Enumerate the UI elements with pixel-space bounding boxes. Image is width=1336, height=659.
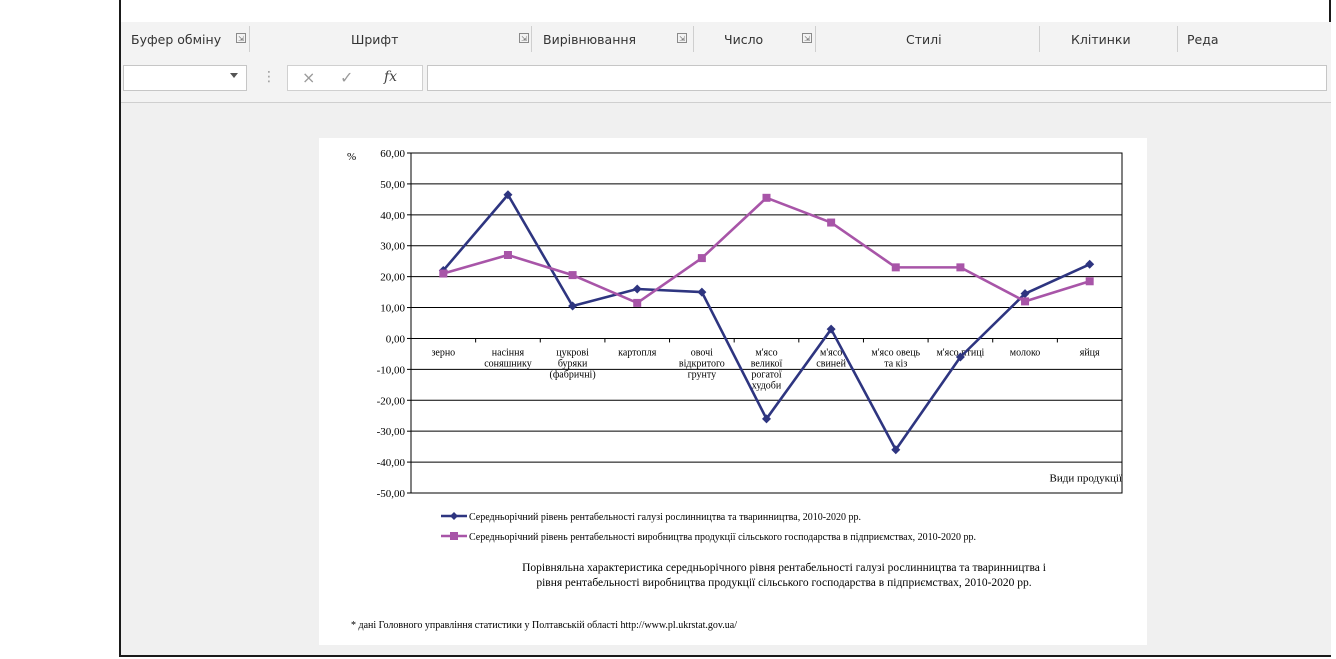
data-point-square bbox=[1021, 297, 1030, 306]
chart-footnote: * дані Головного управління статистики у… bbox=[351, 620, 737, 631]
worksheet-area[interactable]: 60,00 50,00 40,00 30,00 20,00 10,00 0,00 -10,00… bbox=[121, 103, 1331, 655]
data-point-square bbox=[762, 193, 771, 202]
x-tick-label: відкритого bbox=[679, 358, 725, 369]
data-point-diamond bbox=[632, 284, 642, 294]
x-tick-label: (фабричні) bbox=[549, 369, 595, 380]
y-tick-label: -20,00 bbox=[377, 395, 406, 407]
x-tick-label: соняшнику bbox=[484, 358, 532, 369]
y-tick-label: 10,00 bbox=[380, 303, 405, 315]
data-point-square bbox=[1085, 277, 1094, 286]
x-tick-label: насіння bbox=[492, 347, 525, 358]
x-tick-label: буряки bbox=[558, 358, 588, 369]
ribbon-separator bbox=[249, 26, 250, 52]
chart-area[interactable]: 60,00 50,00 40,00 30,00 20,00 10,00 0,00 -10,00… bbox=[319, 138, 1147, 645]
data-point-diamond bbox=[503, 190, 513, 200]
number-dialog-launcher-icon[interactable]: ⇲ bbox=[802, 33, 812, 43]
x-tick-label: зерно bbox=[431, 347, 455, 358]
ribbon-separator bbox=[1039, 26, 1040, 52]
plot-area-border bbox=[410, 152, 1123, 494]
x-axis-label: Види продукції bbox=[1050, 473, 1123, 485]
chart-caption-line: Порівняльна характеристика середньорічно… bbox=[522, 562, 1046, 574]
legend-marker-diamond bbox=[450, 512, 458, 520]
y-axis-label: % bbox=[347, 151, 356, 163]
legend-label-2: Середньорічний рівень рентабельності вир… bbox=[469, 532, 976, 543]
data-point-diamond bbox=[826, 324, 836, 334]
x-tick-label: цукрові bbox=[556, 347, 589, 358]
x-tick-label: грунту bbox=[688, 369, 717, 380]
ribbon-group-cells-label: Клітинки bbox=[1071, 32, 1131, 47]
data-point-square bbox=[956, 263, 965, 272]
formula-buttons-group: × ✓ fx bbox=[287, 65, 423, 91]
data-point-diamond bbox=[955, 352, 965, 362]
alignment-dialog-launcher-icon[interactable]: ⇲ bbox=[677, 33, 687, 43]
formula-input[interactable] bbox=[427, 65, 1327, 91]
data-point-square bbox=[633, 298, 642, 307]
x-tick-label: яйця bbox=[1080, 347, 1100, 358]
ribbon-group-clipboard-label: Буфер обміну bbox=[131, 32, 222, 47]
y-tick-label: -10,00 bbox=[377, 364, 406, 376]
data-point-square bbox=[697, 254, 706, 263]
data-point-diamond bbox=[762, 414, 771, 424]
data-point-square bbox=[568, 271, 577, 280]
enter-check-icon[interactable]: ✓ bbox=[340, 68, 354, 87]
y-tick-label: 30,00 bbox=[380, 241, 405, 253]
data-point-square bbox=[439, 269, 448, 278]
data-point-square bbox=[827, 218, 836, 227]
legend-marker-square bbox=[450, 532, 458, 540]
x-tick-label: овочі bbox=[691, 347, 713, 358]
y-tick-label: -30,00 bbox=[377, 426, 406, 438]
ribbon-group-font-label: Шрифт bbox=[351, 32, 399, 47]
x-tick-label: картопля bbox=[618, 347, 657, 358]
ribbon-separator bbox=[531, 26, 532, 52]
x-tick-label: худоби bbox=[752, 380, 782, 391]
x-tick-label: м'ясо bbox=[820, 347, 842, 358]
chart-caption-line: рівня рентабельності виробництва продукц… bbox=[536, 577, 1031, 589]
ribbon-group-alignment-label: Вирівнювання bbox=[543, 32, 637, 47]
x-tick-label: та кіз bbox=[884, 358, 907, 369]
name-box[interactable] bbox=[123, 65, 247, 91]
ribbon-separator bbox=[815, 26, 816, 52]
y-tick-label: -40,00 bbox=[377, 457, 406, 469]
ribbon-group-styles-label: Стилі bbox=[906, 32, 942, 47]
frame-left-border bbox=[119, 0, 121, 657]
data-point-diamond bbox=[568, 301, 578, 311]
cancel-icon[interactable]: × bbox=[302, 68, 316, 87]
chevron-down-icon[interactable] bbox=[230, 73, 238, 78]
legend-label-1: Середньорічний рівень рентабельності гал… bbox=[469, 512, 861, 523]
x-tick-label: рогатої bbox=[751, 369, 782, 380]
ribbon-group-labels-bar: Буфер обміну ⇲ Шрифт ⇲ Вирівнювання ⇲ Чи… bbox=[121, 22, 1331, 61]
font-dialog-launcher-icon[interactable]: ⇲ bbox=[519, 33, 529, 43]
x-tick-label: великої bbox=[751, 358, 783, 369]
data-point-diamond bbox=[891, 445, 901, 455]
data-point-diamond bbox=[1020, 289, 1030, 299]
ribbon-separator bbox=[693, 26, 694, 52]
clipboard-dialog-launcher-icon[interactable]: ⇲ bbox=[236, 33, 246, 43]
excel-window-frame: Буфер обміну ⇲ Шрифт ⇲ Вирівнювання ⇲ Чи… bbox=[119, 0, 1331, 657]
y-tick-label: -50,00 bbox=[377, 488, 406, 500]
series-line-1 bbox=[442, 193, 1091, 452]
y-tick-label: 50,00 bbox=[380, 179, 405, 191]
y-tick-label: 40,00 bbox=[380, 210, 405, 222]
formula-bar-grip-icon[interactable]: ⋮ bbox=[262, 69, 276, 85]
ribbon-group-editing-label: Реда bbox=[1187, 32, 1219, 47]
formula-bar: ⋮ × ✓ fx bbox=[121, 60, 1331, 103]
line-chart[interactable]: 60,00 50,00 40,00 30,00 20,00 10,00 0,00 -10,00… bbox=[319, 138, 1147, 645]
x-tick-label: свиней bbox=[816, 358, 846, 369]
data-point-diamond bbox=[1085, 259, 1095, 269]
y-tick-label: 0,00 bbox=[386, 333, 406, 345]
insert-function-icon[interactable]: fx bbox=[384, 69, 398, 85]
ribbon-separator bbox=[1177, 26, 1178, 52]
x-tick-label: м'ясо овець bbox=[871, 347, 920, 358]
y-tick-label: 60,00 bbox=[380, 148, 405, 160]
data-point-square bbox=[503, 251, 512, 259]
ribbon-group-number-label: Число bbox=[724, 32, 764, 47]
x-tick-label: м'ясо bbox=[755, 347, 777, 358]
y-tick-label: 20,00 bbox=[380, 272, 405, 284]
x-tick-label: молоко bbox=[1010, 347, 1041, 358]
data-point-square bbox=[891, 263, 900, 272]
data-point-diamond bbox=[697, 287, 707, 297]
